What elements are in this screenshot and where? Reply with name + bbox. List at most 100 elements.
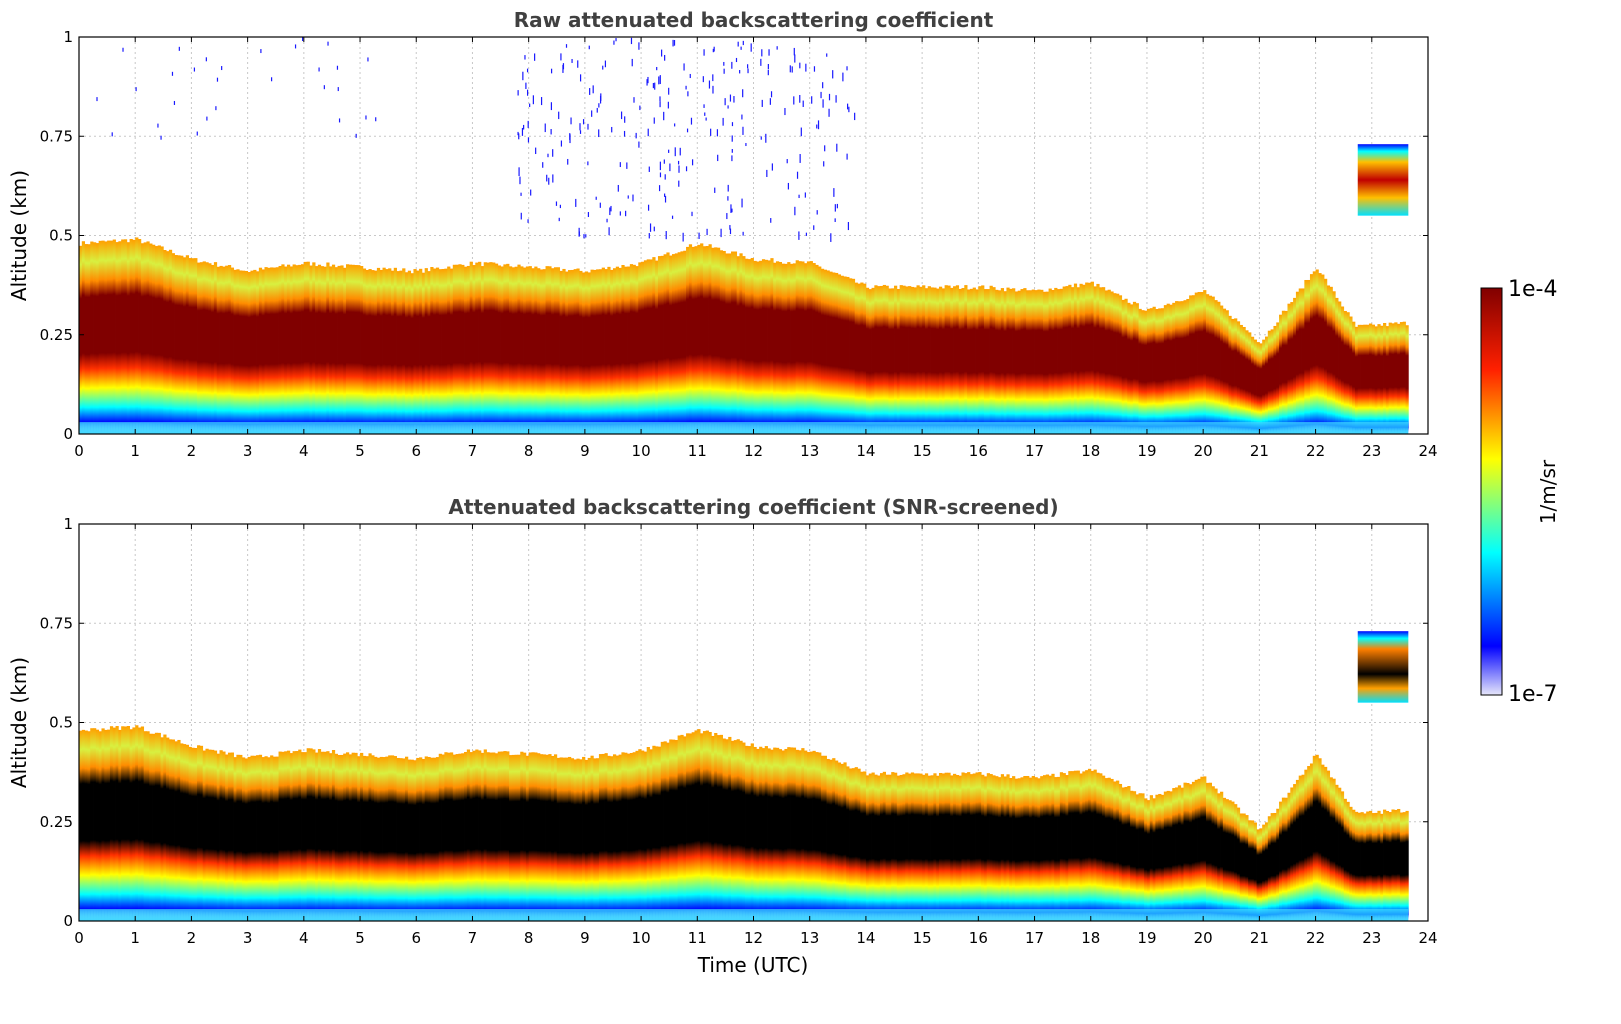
noise-speckle	[787, 182, 790, 190]
heatmap-column	[598, 754, 603, 921]
heatmap-column	[652, 257, 656, 434]
heatmap-column	[1166, 303, 1170, 434]
heatmap-column	[312, 749, 316, 921]
heatmap-column	[1048, 775, 1052, 921]
heatmap-column	[1197, 291, 1201, 434]
heatmap-column	[1175, 301, 1179, 434]
heatmap-column	[216, 266, 220, 434]
x-tick-label: 5	[355, 929, 365, 947]
x-tick-label: 20	[1194, 442, 1213, 460]
heatmap-column	[376, 267, 381, 434]
heatmap-column	[627, 753, 631, 921]
heatmap-column	[126, 242, 130, 434]
heatmap-column	[753, 746, 757, 921]
heatmap-column	[553, 754, 558, 921]
noise-speckle	[729, 225, 731, 230]
noise-speckle	[518, 167, 520, 177]
heatmap-column	[444, 752, 448, 921]
heatmap-column	[365, 269, 369, 434]
heatmap-column	[531, 752, 535, 921]
heatmap-column	[416, 757, 420, 921]
heatmap-column	[725, 739, 729, 921]
heatmap-column	[750, 258, 754, 434]
heatmap-column	[579, 270, 583, 434]
heatmap-column	[433, 757, 437, 921]
heatmap-column	[84, 244, 88, 434]
heatmap-column	[938, 286, 943, 434]
heatmap-column	[211, 264, 215, 434]
heatmap-column	[1065, 286, 1069, 434]
noise-speckle	[609, 207, 611, 216]
noise-speckle	[750, 43, 752, 52]
heatmap-column	[736, 739, 740, 921]
heatmap-column	[1321, 764, 1325, 921]
heatmap-column	[449, 268, 454, 434]
heatmap-column	[812, 750, 816, 921]
heatmap-column	[430, 267, 434, 434]
heatmap-column	[1276, 808, 1280, 921]
heatmap-column	[312, 262, 316, 434]
heatmap-column	[865, 775, 870, 921]
noise-speckle	[615, 38, 617, 42]
heatmap-column	[1228, 800, 1232, 921]
heatmap-column	[1096, 772, 1100, 921]
heatmap-column	[1222, 797, 1227, 921]
heatmap-column	[1380, 813, 1384, 921]
heatmap-column	[1163, 305, 1168, 434]
heatmap-column	[278, 751, 282, 921]
heatmap-column	[79, 245, 83, 434]
heatmap-column	[393, 756, 397, 921]
heatmap-column	[832, 272, 836, 434]
heatmap-column	[995, 289, 999, 434]
heatmap-column	[1377, 810, 1381, 921]
heatmap-column	[219, 265, 223, 434]
heatmap-column	[671, 254, 676, 434]
heatmap-column	[1405, 325, 1409, 434]
heatmap-column	[1107, 289, 1111, 434]
heatmap-column	[303, 752, 308, 921]
heatmap-column	[284, 751, 288, 921]
heatmap-column	[863, 771, 867, 921]
noise-speckle	[577, 60, 579, 68]
heatmap-column	[1374, 326, 1378, 434]
heatmap-column	[1231, 318, 1235, 434]
noise-speckle	[822, 82, 824, 89]
heatmap-column	[511, 754, 516, 921]
noise-speckle	[691, 159, 694, 166]
x-tick-label: 9	[580, 929, 590, 947]
heatmap-column	[81, 729, 86, 921]
noise-speckle	[822, 99, 824, 108]
heatmap-column	[683, 250, 687, 434]
noise-speckle	[627, 195, 629, 199]
heatmap-column	[604, 753, 608, 921]
heatmap-column	[202, 750, 206, 921]
noise-speckle	[668, 87, 670, 95]
heatmap-column	[812, 263, 816, 434]
heatmap-column	[742, 256, 746, 434]
heatmap-column	[1110, 778, 1114, 921]
heatmap-column	[337, 754, 341, 921]
heatmap-column	[714, 247, 718, 434]
noise-speckle	[582, 119, 585, 125]
heatmap-column	[227, 265, 232, 434]
heatmap-column	[806, 261, 811, 434]
heatmap-column	[1124, 298, 1128, 434]
heatmap-column	[95, 729, 100, 921]
heatmap-column	[157, 732, 161, 921]
heatmap-column	[146, 731, 150, 921]
heatmap-column	[629, 753, 634, 921]
heatmap-column	[1366, 811, 1370, 921]
heatmap-column	[936, 775, 940, 921]
heatmap-column	[542, 269, 546, 434]
noise-speckle	[649, 223, 652, 232]
heatmap-column	[781, 750, 785, 921]
heatmap-column	[525, 755, 530, 921]
noise-speckle	[731, 149, 733, 153]
heatmap-column	[1065, 775, 1069, 921]
noise-speckle	[811, 96, 813, 104]
heatmap-column	[694, 730, 698, 921]
heatmap-column	[722, 250, 726, 434]
heatmap-column	[624, 266, 628, 434]
noise-speckle	[799, 154, 801, 163]
x-tick-label: 15	[913, 929, 932, 947]
